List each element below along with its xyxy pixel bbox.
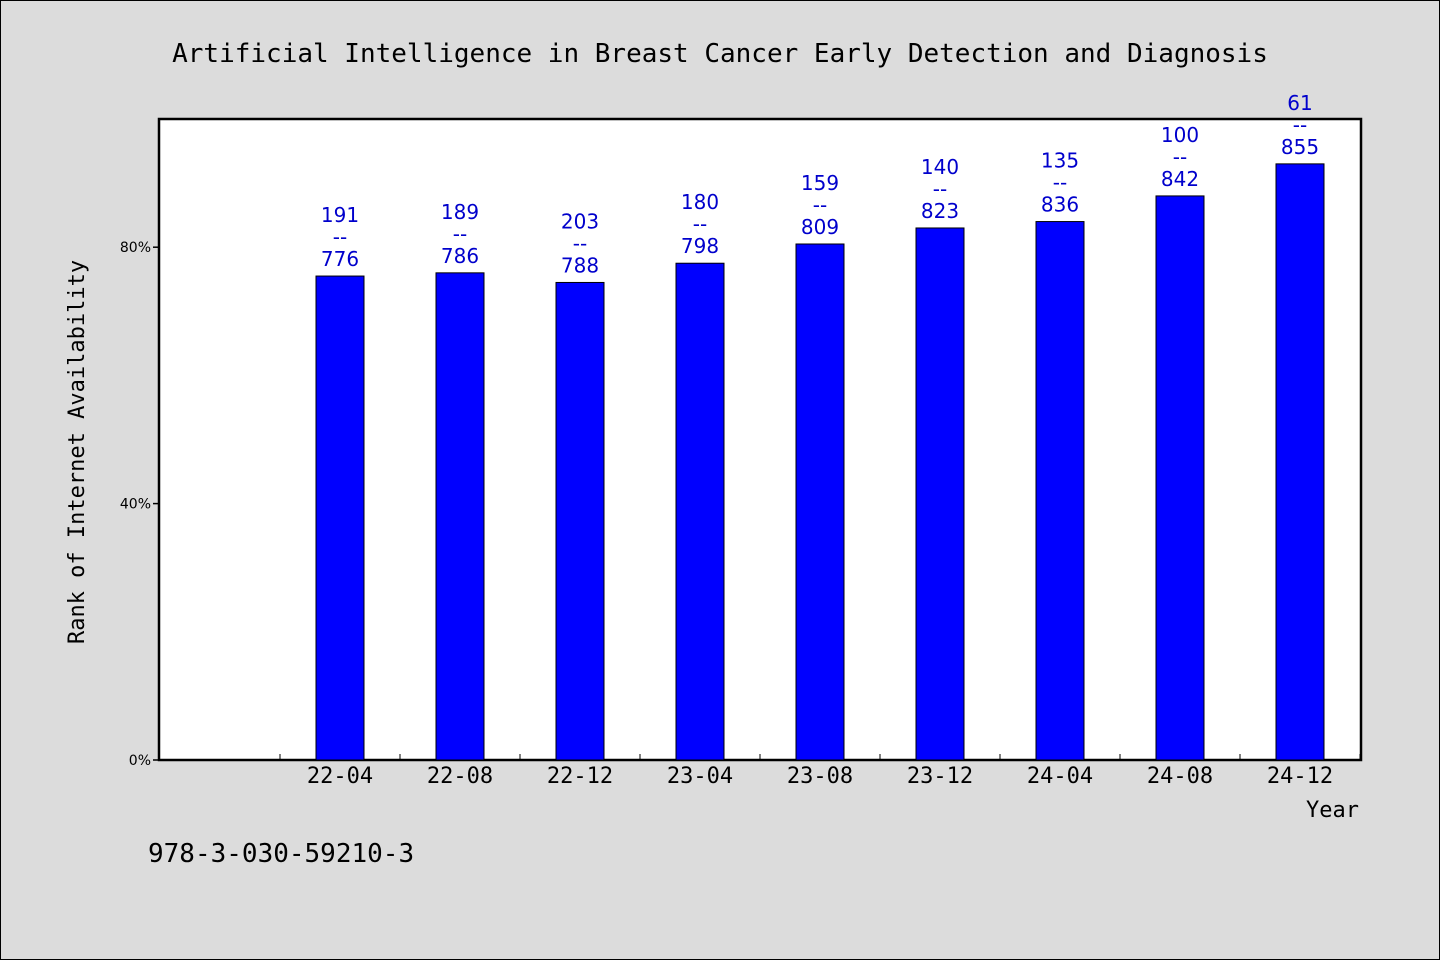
bar-label-bottom: 855 — [1281, 135, 1319, 159]
bar — [795, 243, 845, 761]
y-tick-label: 0% — [129, 753, 151, 769]
bar-label-bottom: 836 — [1041, 193, 1079, 217]
bar-label-bottom: 842 — [1161, 167, 1199, 191]
y-axis-title: Rank of Internet Availability — [65, 260, 90, 644]
bar-label-separator: -- — [933, 177, 947, 201]
bar-label-bottom: 786 — [441, 244, 479, 268]
y-axis: 0% 40% 80% — [120, 240, 159, 769]
x-axis: 22-04 22-08 22-12 23-04 23-08 23-12 24-04 24-08… — [279, 754, 1361, 789]
bar-label-separator: -- — [333, 225, 347, 249]
x-tick-label: 22-08 — [427, 764, 493, 789]
x-tick-label: 24-12 — [1267, 764, 1333, 789]
bar — [915, 227, 965, 761]
y-tick-label: 80% — [120, 240, 151, 256]
bar — [1155, 195, 1205, 761]
bar-label-bottom: 798 — [681, 234, 719, 258]
bar-label-separator: -- — [453, 222, 467, 246]
x-tick-label: 24-04 — [1027, 764, 1093, 789]
data-labels: 776--191786--189788--203798--180809--159… — [321, 91, 1319, 278]
chart-title: Artificial Intelligence in Breast Cancer… — [172, 39, 1268, 69]
bar-label-separator: -- — [693, 212, 707, 236]
y-tick-label: 40% — [120, 497, 151, 513]
bar-label-separator: -- — [573, 231, 587, 255]
bar-label-bottom: 788 — [561, 253, 599, 277]
footer-isbn: 978-3-030-59210-3 — [148, 839, 414, 869]
bar — [315, 275, 365, 761]
bar-label-top: 189 — [441, 200, 479, 224]
bar-label-top: 100 — [1161, 123, 1199, 147]
bar-label-top: 61 — [1287, 91, 1312, 115]
bar-label-top: 135 — [1041, 149, 1079, 173]
bar — [675, 262, 725, 761]
bar — [1035, 221, 1085, 761]
bar — [435, 272, 485, 761]
x-axis-title: Year — [1306, 798, 1359, 823]
bar-label-top: 180 — [681, 190, 719, 214]
bar-label-separator: -- — [1293, 113, 1307, 137]
bar-label-top: 140 — [921, 155, 959, 179]
bar-label-top: 191 — [321, 203, 359, 227]
bars — [315, 163, 1325, 761]
bar — [555, 281, 605, 761]
x-tick-label: 24-08 — [1147, 764, 1213, 789]
bar-label-separator: -- — [1053, 171, 1067, 195]
bar-label-separator: -- — [813, 193, 827, 217]
x-tick-label: 23-08 — [787, 764, 853, 789]
bar-label-bottom: 809 — [801, 215, 839, 239]
x-tick-label: 23-04 — [667, 764, 733, 789]
x-tick-label: 22-12 — [547, 764, 613, 789]
x-tick-label: 22-04 — [307, 764, 373, 789]
bar-label-bottom: 776 — [321, 247, 359, 271]
bar-label-top: 159 — [801, 171, 839, 195]
bar-label-top: 203 — [561, 209, 599, 233]
x-tick-label: 23-12 — [907, 764, 973, 789]
bar-label-separator: -- — [1173, 145, 1187, 169]
bar — [1275, 163, 1325, 761]
bar-label-bottom: 823 — [921, 199, 959, 223]
